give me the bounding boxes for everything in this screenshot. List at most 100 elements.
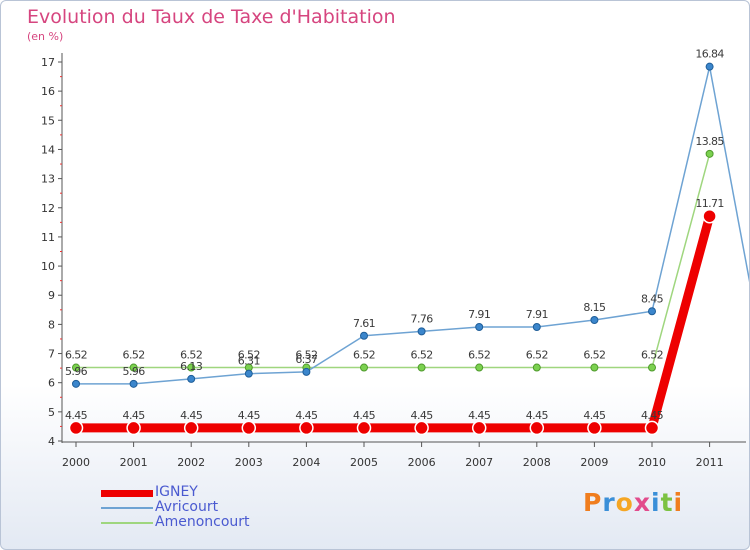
data-point: [532, 323, 541, 332]
y-tick-label: 4: [48, 435, 55, 448]
data-point: [532, 363, 541, 372]
data-label: 4.45: [65, 409, 88, 422]
x-tick-label: 2003: [235, 456, 263, 469]
logo-letter: i: [673, 488, 684, 517]
data-label: 8.45: [641, 292, 664, 305]
x-tick-label: 2001: [120, 456, 148, 469]
data-point: [241, 420, 257, 436]
data-label: 6.52: [641, 349, 663, 362]
series-line-amenoncourt: [75, 153, 711, 369]
data-point: [126, 420, 141, 436]
chart-title: Evolution du Taux de Taxe d'Habitation: [27, 6, 396, 28]
y-tick-label: 16: [41, 85, 55, 98]
data-point: [590, 363, 599, 372]
data-point: [705, 149, 714, 158]
data-point: [475, 363, 484, 372]
logo-letter: o: [615, 488, 634, 517]
data-label: 8.15: [583, 301, 606, 314]
data-label: 6.52: [295, 349, 317, 362]
data-label: 13.85: [695, 135, 724, 148]
legend-swatch-avricourt: [101, 506, 153, 509]
y-tick-label: 11: [41, 231, 55, 244]
data-label: 6.52: [238, 349, 260, 362]
data-label: 6.52: [180, 349, 202, 362]
data-point: [302, 367, 311, 376]
logo-letter: r: [602, 488, 616, 517]
data-point: [590, 316, 599, 325]
logo-letter: x: [633, 488, 651, 517]
y-tick-label: 15: [41, 114, 55, 127]
data-point: [417, 327, 426, 336]
logo-letter: P: [583, 488, 603, 517]
x-tick-label: 2010: [638, 456, 666, 469]
y-tick-label: 12: [41, 202, 55, 215]
x-tick-label: 2005: [350, 456, 378, 469]
legend-label-igney: IGNEY: [155, 484, 198, 500]
data-point: [648, 363, 656, 372]
data-point: [72, 379, 80, 388]
data-label: 7.61: [353, 317, 375, 330]
data-point: [68, 420, 84, 436]
data-label: 6.52: [526, 349, 548, 362]
data-point: [529, 420, 545, 436]
x-tick-label: 2006: [408, 456, 436, 469]
series-line-avricourt-continuation: [708, 66, 749, 283]
data-label: 6.52: [411, 349, 433, 362]
data-label: 4.45: [123, 409, 146, 422]
data-label: 6.13: [180, 360, 203, 373]
data-label: 4.45: [353, 409, 376, 422]
data-label: 16.84: [695, 48, 724, 61]
data-label: 5.96: [65, 365, 88, 378]
y-tick-label: 8: [48, 318, 55, 331]
data-point: [187, 374, 196, 383]
data-label: 4.45: [180, 409, 203, 422]
data-point: [299, 420, 314, 436]
data-point: [702, 208, 717, 224]
data-point: [356, 420, 372, 436]
data-point: [360, 331, 368, 340]
data-point: [587, 420, 602, 436]
chart-subtitle: (en %): [27, 30, 64, 43]
x-tick-label: 2011: [696, 456, 724, 469]
y-tick-label: 17: [41, 56, 55, 69]
x-tick-label: 2009: [580, 456, 608, 469]
y-tick-label: 6: [48, 377, 55, 390]
data-point: [471, 420, 487, 436]
legend-label-avricourt: Avricourt: [155, 499, 219, 515]
data-point: [72, 363, 80, 372]
data-point: [360, 363, 368, 372]
data-label: 4.45: [641, 409, 664, 422]
data-point: [475, 323, 484, 332]
data-label: 4.45: [238, 409, 261, 422]
data-label: 6.37: [295, 353, 318, 366]
legend-swatch-amenoncourt: [101, 521, 153, 524]
data-label: 11.71: [695, 197, 724, 210]
y-tick-label: 14: [41, 143, 55, 156]
data-label: 6.52: [468, 349, 490, 362]
data-point: [648, 307, 656, 316]
data-label: 4.45: [411, 409, 434, 422]
data-point: [417, 363, 426, 372]
logo-letter: i: [651, 488, 661, 517]
data-label: 7.76: [411, 312, 434, 325]
data-label: 5.96: [123, 365, 146, 378]
data-point: [244, 369, 253, 378]
y-tick-label: 5: [48, 406, 55, 419]
proxiti-logo: Proxiti: [583, 488, 683, 517]
x-tick-label: 2007: [465, 456, 493, 469]
data-point: [129, 379, 138, 388]
data-label: 6.52: [583, 349, 605, 362]
series-line-avricourt: [75, 65, 711, 385]
data-point: [705, 62, 714, 71]
legend-label-amenoncourt: Amenoncourt: [155, 514, 250, 530]
data-point: [644, 420, 660, 436]
y-tick-label: 9: [48, 289, 55, 302]
data-label: 6.31: [238, 355, 260, 368]
x-tick-label: 2002: [177, 456, 205, 469]
y-tick-label: 7: [48, 348, 55, 361]
data-label: 6.52: [65, 349, 87, 362]
data-label: 4.45: [526, 409, 549, 422]
data-point: [187, 363, 196, 372]
